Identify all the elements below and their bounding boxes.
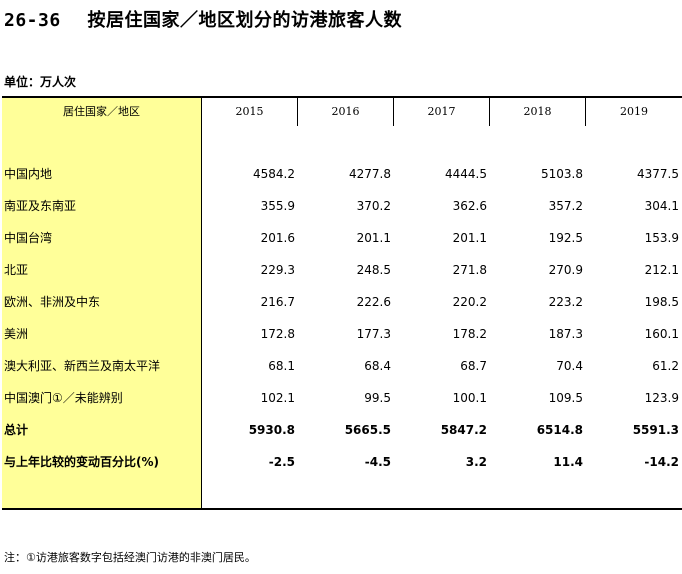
table-cell: 201.6 — [260, 231, 295, 245]
table-row: 中国台湾 201.6 201.1 201.1 192.5 153.9 — [2, 222, 682, 254]
table-row: 中国内地 4584.2 4277.8 4444.5 5103.8 4377.5 — [2, 158, 682, 190]
table-cell: 68.1 — [268, 359, 295, 373]
row-label: 澳大利亚、新西兰及南太平洋 — [4, 359, 161, 373]
table-cell: 177.3 — [356, 327, 391, 341]
table-cell: 4377.5 — [637, 167, 679, 181]
table-cell: 357.2 — [548, 199, 583, 213]
table-cell: 270.9 — [548, 263, 583, 277]
table-cell: 5930.8 — [248, 423, 295, 437]
table-cell: 223.2 — [548, 295, 583, 309]
row-label: 北亚 — [4, 263, 29, 277]
table-row: 南亚及东南亚 355.9 370.2 362.6 357.2 304.1 — [2, 190, 682, 222]
table-cell: 271.8 — [452, 263, 487, 277]
table-cell: 4277.8 — [349, 167, 391, 181]
table-cell: 192.5 — [548, 231, 583, 245]
table-cell: 198.5 — [644, 295, 679, 309]
table-cell: 5591.3 — [632, 423, 679, 437]
table-header: 居住国家／地区 2015 2016 2017 2018 2019 — [2, 96, 682, 126]
table-cell: 153.9 — [644, 231, 679, 245]
table-cell: 5847.2 — [440, 423, 487, 437]
year-header: 2019 — [586, 98, 682, 126]
table-cell: 178.2 — [452, 327, 487, 341]
table-cell: 4444.5 — [445, 167, 487, 181]
row-label: 与上年比较的变动百分比(%) — [4, 455, 159, 469]
table-cell: -4.5 — [364, 455, 391, 469]
table-cell: 212.1 — [644, 263, 679, 277]
table-cell: 99.5 — [364, 391, 391, 405]
table-row: 总计 5930.8 5665.5 5847.2 6514.8 5591.3 — [2, 414, 682, 446]
row-label: 欧洲、非洲及中东 — [4, 295, 101, 309]
table-cell: 5103.8 — [541, 167, 583, 181]
row-label: 南亚及东南亚 — [4, 199, 77, 213]
footnote: 注：①访港旅客数字包括经澳门访港的非澳门居民。 — [4, 551, 256, 564]
table-cell: 187.3 — [548, 327, 583, 341]
year-header: 2017 — [394, 98, 490, 126]
table-cell: 11.4 — [553, 455, 583, 469]
year-header: 2016 — [298, 98, 394, 126]
table-bottom-rule — [2, 508, 682, 510]
table-cell: 220.2 — [452, 295, 487, 309]
table-cell: 68.7 — [460, 359, 487, 373]
table-cell: 123.9 — [644, 391, 679, 405]
table-cell: -2.5 — [268, 455, 295, 469]
table-cell: 109.5 — [548, 391, 583, 405]
region-header: 居住国家／地区 — [2, 98, 202, 126]
year-header: 2015 — [202, 98, 298, 126]
table-cell: -14.2 — [644, 455, 679, 469]
table-cell: 362.6 — [452, 199, 487, 213]
row-label: 中国澳门①／未能辨别 — [4, 391, 123, 405]
table-row: 北亚 229.3 248.5 271.8 270.9 212.1 — [2, 254, 682, 286]
table-cell: 160.1 — [644, 327, 679, 341]
table-cell: 248.5 — [356, 263, 391, 277]
row-label: 中国内地 — [4, 167, 53, 181]
table-cell: 100.1 — [452, 391, 487, 405]
table-row: 澳大利亚、新西兰及南太平洋 68.1 68.4 68.7 70.4 61.2 — [2, 350, 682, 382]
table-cell: 102.1 — [260, 391, 295, 405]
table-cell: 222.6 — [356, 295, 391, 309]
row-label: 总计 — [4, 423, 29, 437]
table-cell: 355.9 — [260, 199, 295, 213]
region-column-background — [2, 96, 202, 510]
table-row: 美洲 172.8 177.3 178.2 187.3 160.1 — [2, 318, 682, 350]
table-cell: 304.1 — [644, 199, 679, 213]
table-cell: 172.8 — [260, 327, 295, 341]
table-row: 欧洲、非洲及中东 216.7 222.6 220.2 223.2 198.5 — [2, 286, 682, 318]
table-cell: 3.2 — [465, 455, 487, 469]
table-cell: 229.3 — [260, 263, 295, 277]
table-cell: 70.4 — [556, 359, 583, 373]
table-cell: 61.2 — [652, 359, 679, 373]
row-label: 中国台湾 — [4, 231, 53, 245]
table-cell: 370.2 — [356, 199, 391, 213]
table-row: 与上年比较的变动百分比(%) -2.5 -4.5 3.2 11.4 -14.2 — [2, 446, 682, 478]
unit-label: 单位：万人次 — [4, 75, 77, 89]
table-cell: 4584.2 — [253, 167, 295, 181]
table-cell: 68.4 — [364, 359, 391, 373]
year-header: 2018 — [490, 98, 586, 126]
table-cell: 201.1 — [356, 231, 391, 245]
table-cell: 6514.8 — [536, 423, 583, 437]
page-title: 26-36 按居住国家／地区划分的访港旅客人数 — [4, 6, 402, 32]
table-row: 中国澳门①／未能辨别 102.1 99.5 100.1 109.5 123.9 — [2, 382, 682, 414]
row-label: 美洲 — [4, 327, 29, 341]
table-cell: 5665.5 — [344, 423, 391, 437]
visitor-table: 居住国家／地区 2015 2016 2017 2018 2019 中国内地 4584.2 4… — [2, 96, 682, 510]
table-cell: 201.1 — [452, 231, 487, 245]
table-number: 26-36 — [4, 10, 61, 31]
table-title: 按居住国家／地区划分的访港旅客人数 — [87, 10, 402, 31]
table-cell: 216.7 — [260, 295, 295, 309]
